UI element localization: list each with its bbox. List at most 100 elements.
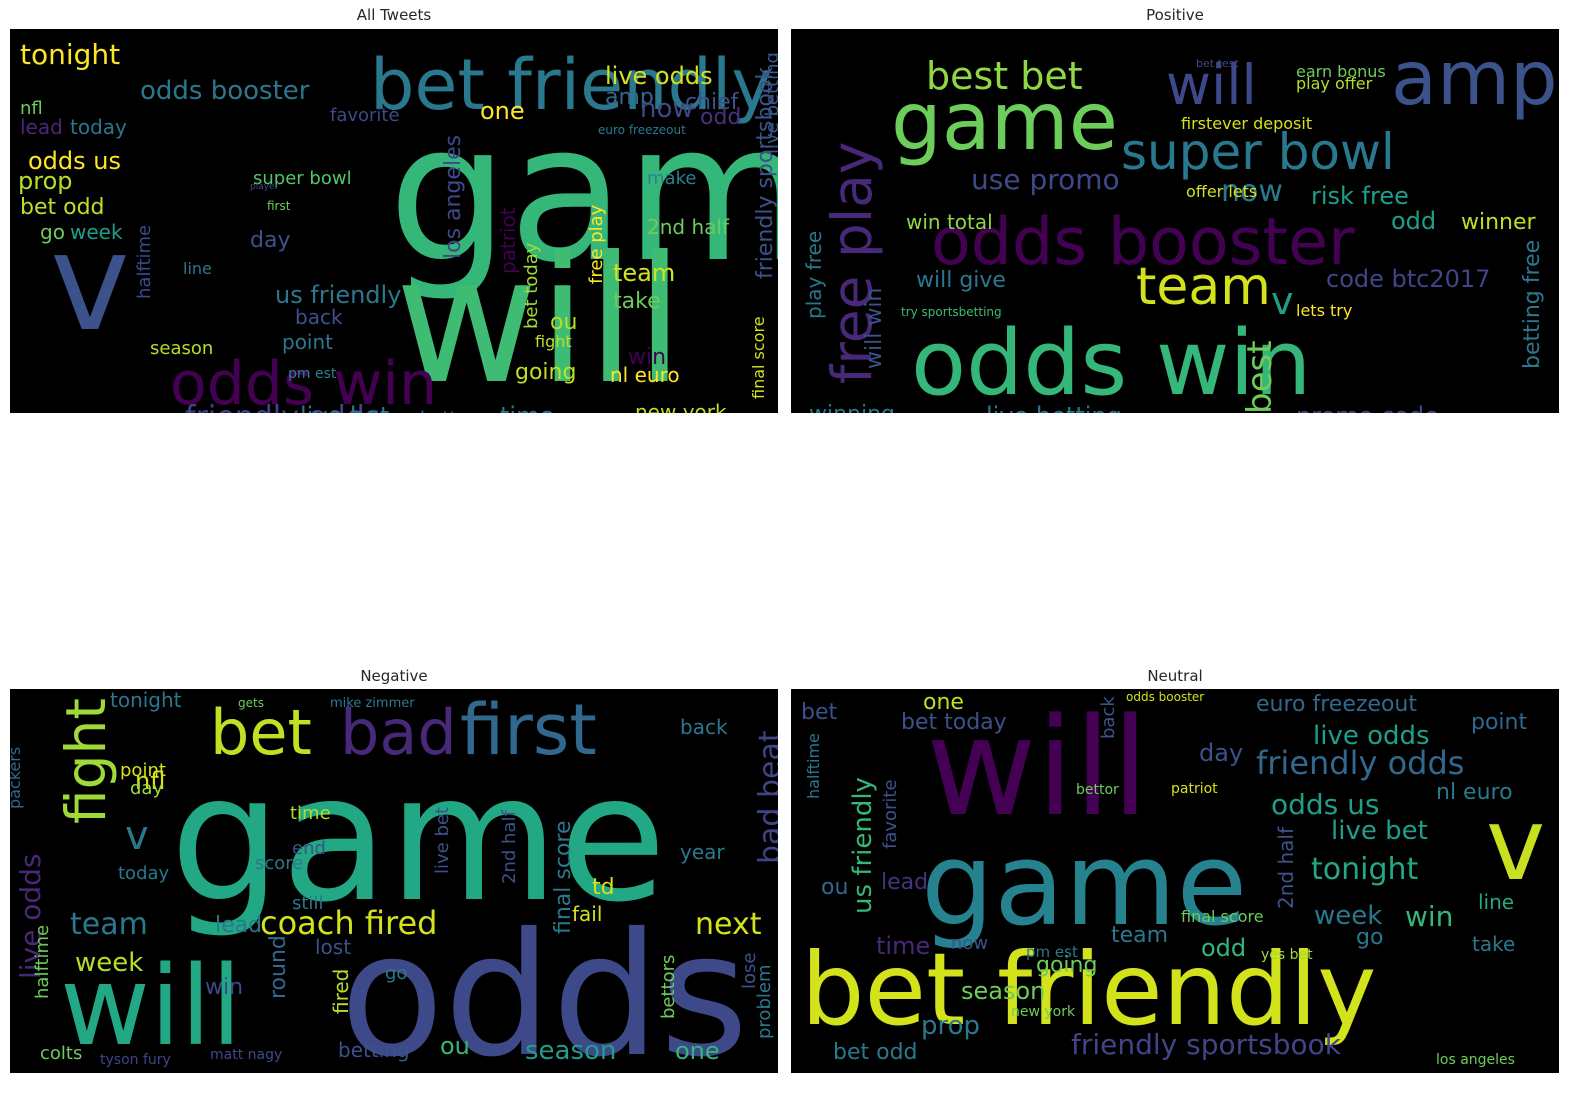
- wordcloud-word: fail: [572, 902, 602, 926]
- wordcloud-word: player: [250, 182, 279, 192]
- wordcloud-word: team: [70, 907, 148, 942]
- wordcloud-word: ou: [550, 310, 577, 335]
- wordcloud-word: favorite: [880, 779, 901, 849]
- wordcloud-word: code btc2017: [1326, 265, 1490, 293]
- panel-title-positive: Positive: [1146, 6, 1204, 24]
- wordcloud-word: bettors: [658, 955, 679, 1019]
- wordcloud-word: ou: [440, 1032, 470, 1060]
- wordcloud-word: halftime: [804, 733, 823, 799]
- wordcloud-word: odd: [1201, 934, 1246, 962]
- wordcloud-word: will: [1166, 53, 1257, 117]
- wordcloud-word: v: [1271, 279, 1294, 323]
- wordcloud-word: los angeles: [1436, 1052, 1515, 1068]
- wordcloud-word: game: [891, 75, 1118, 168]
- wordcloud-word: new york: [635, 400, 727, 413]
- wordcloud-word: amp: [605, 85, 654, 110]
- wordcloud-word: back: [680, 715, 728, 739]
- wordcloud-word: win total: [906, 210, 993, 234]
- wordcloud-word: risk free: [1311, 182, 1409, 210]
- wordcloud-word: one: [480, 97, 525, 125]
- wordcloud-word: next: [695, 907, 762, 942]
- wordcloud-word: los angeles: [441, 135, 466, 259]
- wordcloud-word: matt nagy: [210, 1047, 282, 1063]
- wordcloud-word: round: [266, 935, 291, 999]
- wordcloud-word: will: [395, 220, 684, 413]
- wordcloud-word: game: [921, 818, 1247, 952]
- wordcloud-word: now: [951, 933, 988, 954]
- wordcloud-word: first: [267, 199, 291, 213]
- wordcloud-word: nfl: [135, 767, 165, 795]
- wordcloud-word: back: [1098, 696, 1119, 739]
- wordcloud-word: friendly odds: [185, 400, 380, 413]
- wordcloud-word: win: [628, 345, 666, 370]
- wordcloud-word: back: [295, 305, 343, 329]
- wordcloud-word: tonight: [110, 689, 182, 712]
- wordcloud-all-tweets: gamewill v bet friendly odds winfriendly od…: [10, 29, 778, 413]
- wordcloud-word: friendly sportsbook: [753, 67, 778, 279]
- wordcloud-word: go: [385, 963, 407, 984]
- wordcloud-word: one: [675, 1037, 720, 1065]
- wordcloud-word: bettor: [420, 408, 476, 413]
- wordcloud-word: td: [592, 875, 615, 900]
- wordcloud-word: halftime: [134, 225, 155, 299]
- wordcloud-neutral: will game bet friendly v friendly odds friend…: [791, 689, 1559, 1073]
- wordcloud-word: score: [255, 853, 303, 874]
- wordcloud-word: odd: [1391, 207, 1436, 235]
- wordcloud-word: final score: [749, 316, 768, 399]
- wordcloud-word: lead: [881, 870, 928, 895]
- wordcloud-word: super bowl: [253, 168, 352, 189]
- wordcloud-word: week: [70, 220, 123, 244]
- wordcloud-word: season: [525, 1036, 616, 1066]
- wordcloud-word: line: [183, 259, 212, 278]
- wordcloud-word: season: [961, 977, 1045, 1005]
- wordcloud-word: season: [150, 338, 213, 359]
- wordcloud-word: live bet: [300, 402, 389, 413]
- wordcloud-word: lead: [215, 913, 262, 938]
- wordcloud-word: us friendly: [275, 281, 401, 309]
- wordcloud-word: 2nd half: [647, 215, 730, 239]
- wordcloud-word: make: [647, 168, 696, 189]
- wordcloud-word: point: [120, 760, 166, 781]
- wordcloud-word: tonight: [1311, 852, 1419, 887]
- wordcloud-word: going: [515, 360, 576, 385]
- wordcloud-word: lets try: [1296, 301, 1352, 320]
- wordcloud-word: use promo: [971, 163, 1120, 196]
- wordcloud-word: end: [292, 838, 326, 859]
- wordcloud-word: day: [130, 778, 163, 799]
- wordcloud-word: nl euro: [1436, 780, 1513, 805]
- panel-title-neutral: Neutral: [1147, 667, 1203, 685]
- wordcloud-word: still: [292, 893, 323, 914]
- wordcloud-word: odds win: [170, 349, 437, 413]
- wordcloud-word: free play: [820, 142, 884, 384]
- wordcloud-word: fight: [535, 332, 572, 351]
- wordcloud-word: 2nd half: [1274, 826, 1298, 909]
- wordcloud-word: odds: [340, 897, 748, 1073]
- wordcloud-word: friendly sportsbook: [1071, 1028, 1342, 1061]
- wordcloud-word: live bet: [1331, 816, 1428, 846]
- wordcloud-word: point: [1471, 710, 1527, 735]
- wordcloud-word: patriot: [1171, 781, 1218, 797]
- wordcloud-word: euro freezeout: [598, 123, 686, 137]
- wordcloud-word: lose: [739, 953, 760, 989]
- wordcloud-word: v: [1486, 786, 1545, 903]
- wordcloud-word: going: [1036, 953, 1097, 978]
- wordcloud-word: fired: [329, 969, 353, 1014]
- wordcloud-word: week: [1314, 901, 1382, 931]
- wordcloud-word: mike zimmer: [330, 696, 415, 711]
- wordcloud-word: bet: [801, 700, 838, 725]
- wordcloud-word: today: [70, 115, 127, 139]
- wordcloud-word: bettor: [1076, 782, 1119, 798]
- wordcloud-word: odds booster: [140, 76, 310, 106]
- wordcloud-word: go: [1356, 925, 1383, 950]
- wordcloud-word: final score: [551, 820, 576, 934]
- wordcloud-word: live odds: [14, 853, 47, 979]
- wordcloud-word: free play: [586, 204, 607, 284]
- wordcloud-word: will give: [916, 268, 1006, 293]
- wordcloud-word: final score: [1181, 907, 1264, 926]
- wordcloud-word: live betting: [762, 52, 778, 154]
- wordcloud-word: pm est: [288, 366, 337, 382]
- wordcloud-word: favorite: [330, 105, 400, 126]
- wordcloud-word: 2nd half: [499, 810, 520, 884]
- wordcloud-word: best: [1240, 340, 1280, 413]
